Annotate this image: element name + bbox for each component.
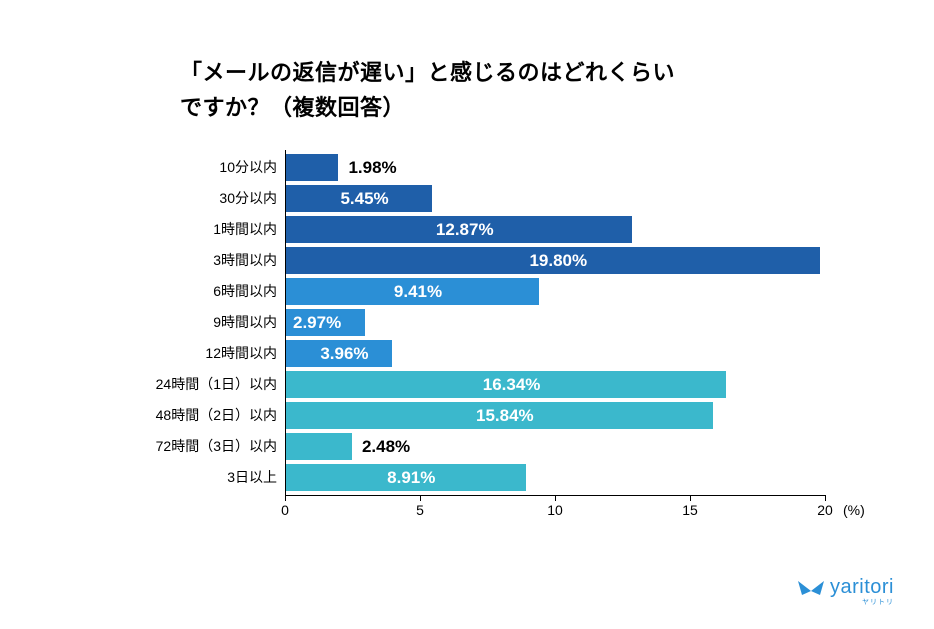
chart-row: 72時間（3日）以内2.48% [285,431,825,462]
chart-row: 3日以上8.91% [285,462,825,493]
brand-logo-subtext: ヤリトリ [862,597,894,607]
chart-x-tick [555,495,556,501]
chart-value-label: 19.80% [297,247,820,274]
chart-row: 10分以内1.98% [285,152,825,183]
chart-row: 9時間以内2.97% [285,307,825,338]
chart-x-unit: (%) [843,502,865,518]
chart-value-label: 1.98% [348,154,396,181]
chart-x-tick-label: 15 [682,502,698,518]
chart-row: 30分以内5.45% [285,183,825,214]
chart-x-tick [690,495,691,501]
chart-bar [285,154,338,181]
chart-row: 48時間（2日）以内15.84% [285,400,825,431]
chart-value-label: 2.48% [362,433,410,460]
chart-x-tick-label: 20 [817,502,833,518]
chart-value-label: 5.45% [297,185,432,212]
chart-category-label: 3時間以内 [213,247,277,274]
chart-category-label: 10分以内 [219,154,277,181]
chart-row: 12時間以内3.96% [285,338,825,369]
chart-x-tick [825,495,826,501]
title-line-2: ですか？（複数回答） [180,95,405,120]
chart-x-tick-label: 5 [416,502,424,518]
chart-x-tick-label: 0 [281,502,289,518]
chart-value-label: 9.41% [297,278,539,305]
bar-chart: 10分以内1.98%30分以内5.45%1時間以内12.87%3時間以内19.8… [285,150,825,518]
chart-category-label: 30分以内 [219,185,277,212]
chart-row: 6時間以内9.41% [285,276,825,307]
chart-title: 「メールの返信が遅い」と感じるのはどれくらい ですか？（複数回答） [180,55,675,125]
chart-category-label: 6時間以内 [213,278,277,305]
chart-value-label: 12.87% [297,216,632,243]
chart-x-tick [285,495,286,501]
chart-category-label: 72時間（3日）以内 [156,433,277,460]
chart-category-label: 1時間以内 [213,216,277,243]
chart-value-label: 15.84% [297,402,713,429]
chart-category-label: 9時間以内 [213,309,277,336]
chart-row: 24時間（1日）以内16.34% [285,369,825,400]
brand-logo: yaritori ヤリトリ [798,576,894,599]
chart-value-label: 8.91% [297,464,526,491]
chart-row: 1時間以内12.87% [285,214,825,245]
chart-value-label: 3.96% [297,340,392,367]
chart-category-label: 48時間（2日）以内 [156,402,277,429]
title-line-1: 「メールの返信が遅い」と感じるのはどれくらい [180,60,675,85]
chart-value-label: 2.97% [293,309,341,336]
chart-bar [285,433,352,460]
chart-value-label: 16.34% [297,371,726,398]
chart-x-tick [420,495,421,501]
chart-plot-area: 10分以内1.98%30分以内5.45%1時間以内12.87%3時間以内19.8… [285,150,825,495]
chart-row: 3時間以内19.80% [285,245,825,276]
chart-category-label: 12時間以内 [205,340,277,367]
brand-logo-text: yaritori ヤリトリ [830,576,894,599]
chart-x-tick-label: 10 [547,502,563,518]
chart-category-label: 24時間（1日）以内 [156,371,277,398]
chart-y-axis [285,150,286,495]
brand-logo-icon [798,578,824,598]
chart-category-label: 3日以上 [227,464,277,491]
